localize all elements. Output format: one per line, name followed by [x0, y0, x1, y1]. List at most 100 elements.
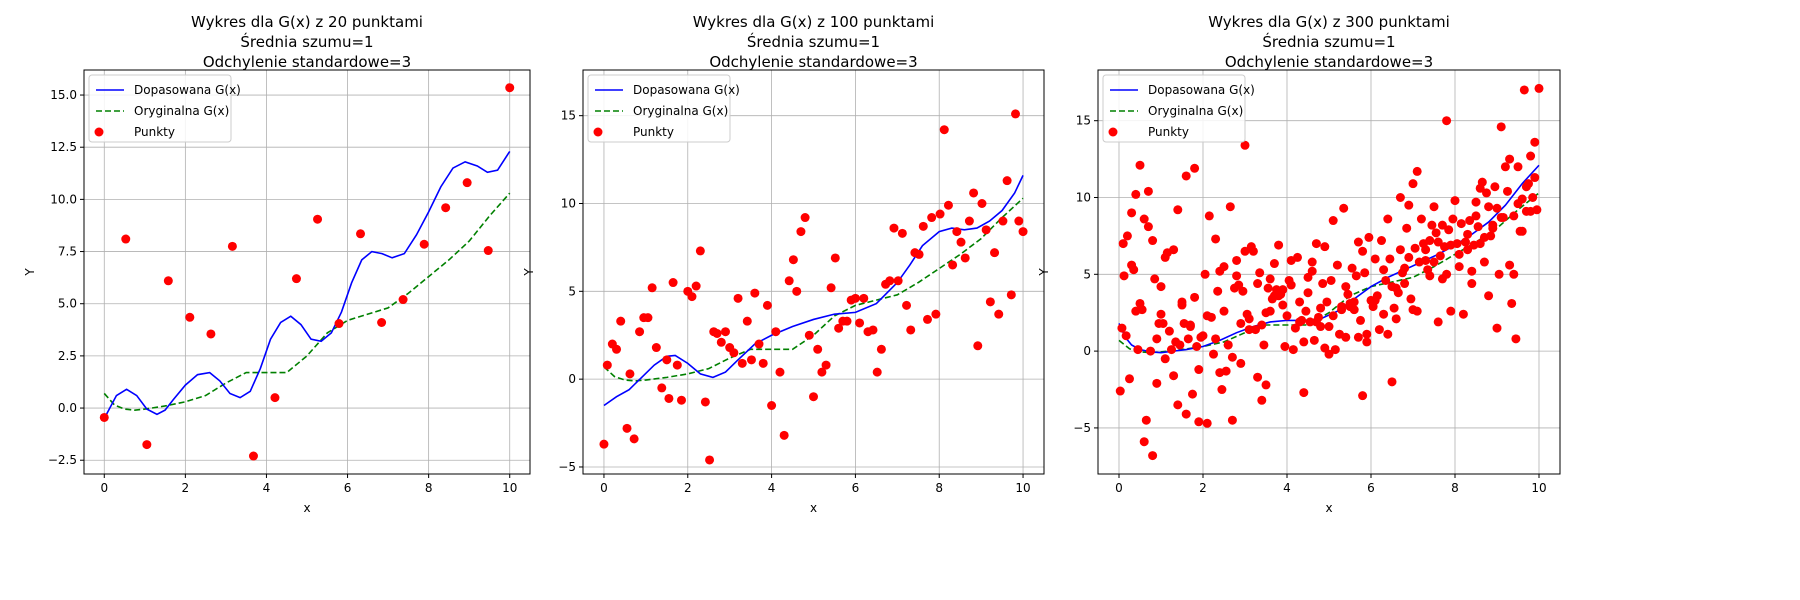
data-point — [1374, 325, 1384, 335]
data-point — [1465, 216, 1475, 226]
data-point — [1194, 365, 1204, 375]
data-point — [1301, 306, 1311, 316]
data-point — [830, 253, 840, 263]
data-point — [1177, 300, 1187, 310]
data-point — [1295, 297, 1305, 307]
data-point — [1286, 280, 1296, 290]
data-point — [616, 316, 626, 326]
data-point — [483, 246, 493, 256]
data-point — [771, 327, 781, 337]
data-point — [657, 383, 667, 393]
data-point — [1183, 334, 1193, 344]
y-tick-label: −5 — [1073, 421, 1091, 435]
data-point — [1211, 334, 1221, 344]
data-point — [842, 316, 852, 326]
data-point — [1454, 262, 1464, 272]
data-point — [1339, 203, 1349, 213]
data-point — [334, 319, 344, 329]
data-point — [1173, 205, 1183, 215]
data-point — [462, 178, 472, 188]
y-tick-label: 15 — [561, 109, 576, 123]
data-point — [1143, 222, 1153, 232]
data-point — [1204, 211, 1214, 221]
data-point — [1219, 262, 1229, 272]
data-point — [1200, 269, 1210, 279]
data-point — [1496, 122, 1506, 132]
data-point — [1433, 237, 1443, 247]
data-point — [821, 360, 831, 370]
data-point — [969, 188, 979, 198]
data-point — [1261, 380, 1271, 390]
data-point — [1139, 214, 1149, 224]
data-point — [1421, 255, 1431, 265]
data-point — [1492, 323, 1502, 333]
data-point — [1330, 345, 1340, 355]
legend-box — [1102, 74, 1246, 143]
data-point — [625, 369, 635, 379]
data-point — [1456, 219, 1466, 229]
y-tick-label: −2.5 — [48, 453, 77, 467]
data-point — [834, 323, 844, 333]
data-point — [356, 229, 366, 239]
x-axis-label: x — [303, 501, 310, 515]
data-point — [1148, 451, 1158, 461]
data-point — [775, 367, 785, 377]
data-point — [1190, 163, 1200, 173]
data-point — [1519, 85, 1529, 95]
data-point — [419, 239, 429, 249]
x-tick-label: 0 — [600, 481, 608, 495]
data-point — [227, 241, 237, 251]
data-point — [1410, 243, 1420, 253]
data-point — [1467, 279, 1477, 289]
data-point — [1152, 334, 1162, 344]
data-point — [1259, 340, 1269, 350]
data-point — [1139, 437, 1149, 447]
data-point — [1307, 257, 1317, 267]
data-point — [885, 276, 895, 286]
data-point — [1316, 303, 1326, 313]
chart-title-line: Odchylenie standardowe=3 — [1225, 53, 1433, 71]
data-point — [185, 312, 195, 322]
data-point — [1431, 228, 1441, 238]
data-point — [1433, 317, 1443, 327]
data-point — [935, 209, 945, 219]
data-point — [270, 393, 280, 403]
data-point — [1450, 196, 1460, 206]
data-point — [1381, 275, 1391, 285]
data-point — [206, 329, 216, 339]
data-point — [800, 213, 810, 223]
data-point — [754, 339, 764, 349]
chart-panel-20-points: 0 2 4 6 8 10 −2.5 0.0 2.5 5.0 7.5 10.0 12.5 15.0 x Y Wyk… — [23, 13, 531, 515]
data-point — [1152, 378, 1162, 388]
data-point — [1486, 231, 1496, 241]
legend-points-swatch — [1108, 127, 1118, 137]
y-tick-label: 15.0 — [50, 88, 77, 102]
data-point — [505, 83, 515, 93]
data-point — [1118, 239, 1128, 249]
data-point — [1526, 206, 1536, 216]
y-axis-label: Y — [522, 268, 536, 277]
data-point — [1011, 109, 1021, 119]
data-point — [1484, 202, 1494, 212]
data-point — [1257, 320, 1267, 330]
data-point — [1442, 116, 1452, 126]
data-point — [612, 344, 622, 354]
data-point — [973, 341, 983, 351]
chart-panel-300-points: 0 2 4 6 8 10 −5 0 5 10 15 x Y Wykres dla G(x) z 300 p… — [1037, 13, 1561, 515]
data-point — [804, 330, 814, 340]
data-point — [163, 276, 173, 286]
data-point — [1158, 318, 1168, 328]
data-point — [733, 293, 743, 303]
data-point — [1219, 306, 1229, 316]
data-point — [1232, 271, 1242, 281]
data-point — [1167, 345, 1176, 355]
chart-title-line: Średnia szumu=1 — [240, 32, 373, 51]
original-g-line — [603, 197, 1024, 382]
data-point — [1227, 415, 1237, 425]
x-tick-label: 6 — [852, 481, 860, 495]
chart-title-line: Wykres dla G(x) z 300 punktami — [1208, 13, 1450, 31]
data-point — [914, 249, 924, 259]
data-point — [1332, 260, 1342, 270]
data-point — [1137, 305, 1147, 315]
